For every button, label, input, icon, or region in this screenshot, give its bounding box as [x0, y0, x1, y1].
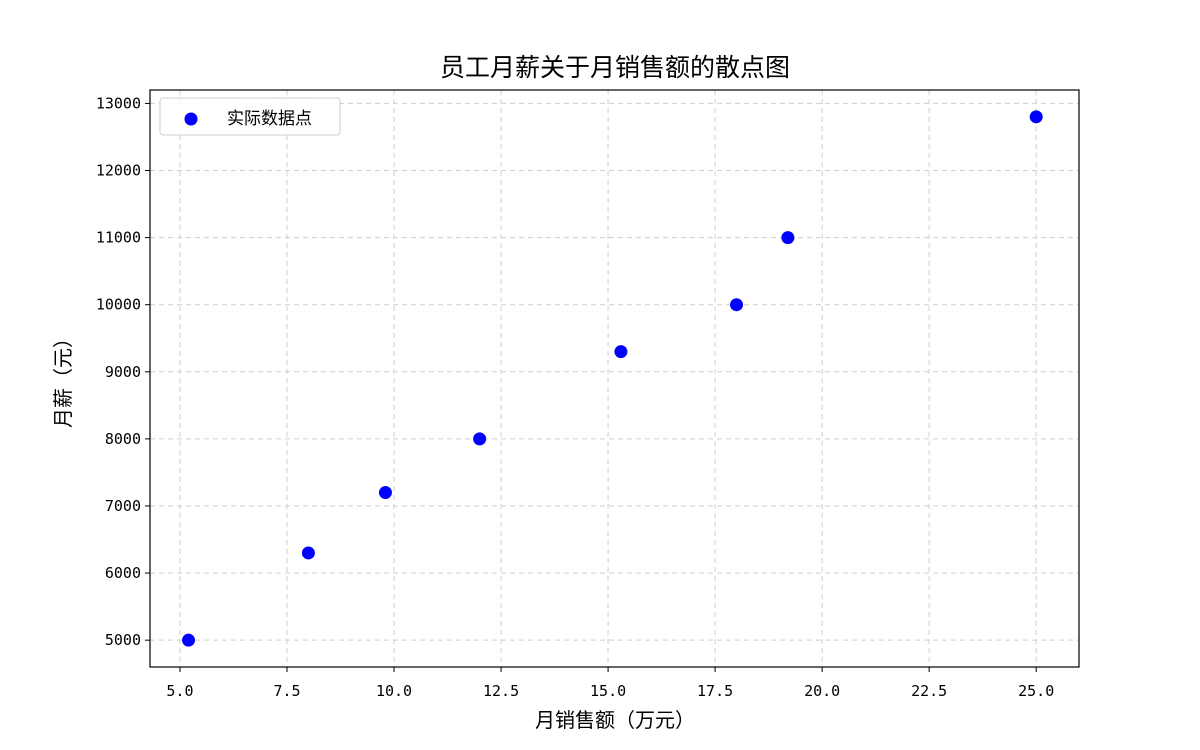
y-tick-label: 6000 [105, 564, 141, 582]
y-axis-ticks: 5000 6000 7000 8000 9000 10000 11000 12000 13000 [96, 94, 150, 649]
x-axis-ticks: 5.0 7.5 10.0 12.5 15.0 17.5 20.0 22.5 25.0 [166, 667, 1054, 700]
x-tick-label: 25.0 [1018, 682, 1054, 700]
x-tick-label: 20.0 [804, 682, 840, 700]
data-point [182, 633, 196, 647]
y-tick-label: 5000 [105, 631, 141, 649]
data-point [378, 486, 392, 500]
plot-frame [149, 89, 1080, 668]
x-tick-label: 7.5 [273, 682, 300, 700]
y-tick-label: 10000 [96, 296, 141, 314]
y-tick-label: 13000 [96, 94, 141, 112]
y-axis-label: 月薪（元） [51, 328, 75, 428]
y-tick-label: 9000 [105, 363, 141, 381]
legend-label: 实际数据点 [227, 109, 312, 129]
legend: 实际数据点 [159, 97, 341, 136]
chart-title: 员工月薪关于月销售额的散点图 [440, 53, 790, 82]
legend-box [159, 97, 341, 136]
x-tick-label: 22.5 [911, 682, 947, 700]
y-tick-label: 8000 [105, 430, 141, 448]
data-point [1029, 110, 1043, 124]
grid [150, 90, 1079, 667]
legend-marker [184, 112, 198, 126]
y-tick-label: 7000 [105, 497, 141, 515]
data-point [614, 345, 628, 359]
data-point [473, 432, 487, 446]
x-tick-label: 12.5 [483, 682, 519, 700]
data-points [182, 110, 1043, 647]
x-tick-label: 17.5 [697, 682, 733, 700]
data-point [301, 546, 315, 560]
y-tick-label: 12000 [96, 162, 141, 180]
x-axis-label: 月销售额（万元） [535, 708, 695, 732]
x-tick-label: 5.0 [166, 682, 193, 700]
data-point [730, 298, 744, 312]
x-tick-label: 10.0 [376, 682, 412, 700]
x-tick-label: 15.0 [590, 682, 626, 700]
y-tick-label: 11000 [96, 229, 141, 247]
data-point [781, 231, 795, 245]
